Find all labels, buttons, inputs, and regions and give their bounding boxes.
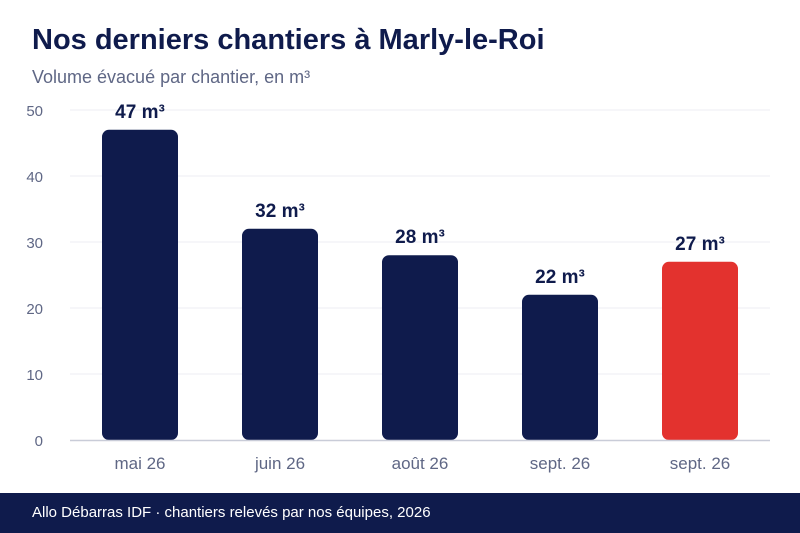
- bar-value-label: 28 m³: [395, 227, 445, 248]
- bar-value-label: 22 m³: [535, 267, 585, 288]
- y-tick-label: 40: [26, 169, 43, 186]
- y-tick-label: 10: [26, 367, 43, 384]
- bar-value-label: 47 m³: [115, 102, 165, 123]
- footer-source-text: Allo Débarras IDF · chantiers relevés pa…: [32, 504, 431, 521]
- y-tick-label: 50: [26, 103, 43, 120]
- footer-bar: Allo Débarras IDF · chantiers relevés pa…: [0, 493, 800, 533]
- bar-value-label: 27 m³: [675, 234, 725, 255]
- y-tick-label: 30: [26, 235, 43, 252]
- x-category-label: sept. 26: [530, 454, 591, 473]
- bar-value-label: 32 m³: [255, 201, 305, 222]
- x-category-label: juin 26: [254, 454, 305, 473]
- bar: [522, 294, 598, 440]
- chart-title: Nos derniers chantiers à Marly-le-Roi: [32, 24, 545, 56]
- y-tick-label: 20: [26, 301, 43, 318]
- chart-subtitle: Volume évacué par chantier, en m³: [32, 67, 311, 87]
- bar: [242, 228, 318, 440]
- bar: [662, 261, 738, 440]
- x-category-label: mai 26: [114, 454, 165, 473]
- x-category-label: août 26: [392, 454, 449, 473]
- bar: [102, 129, 178, 441]
- bar: [382, 255, 458, 440]
- x-category-label: sept. 26: [670, 454, 731, 473]
- bar-chart: 0 10 20 30 40 50 47 m³ mai 26 32 m³ juin 26 28 m³ a…: [26, 102, 770, 473]
- y-tick-label: 0: [35, 433, 43, 450]
